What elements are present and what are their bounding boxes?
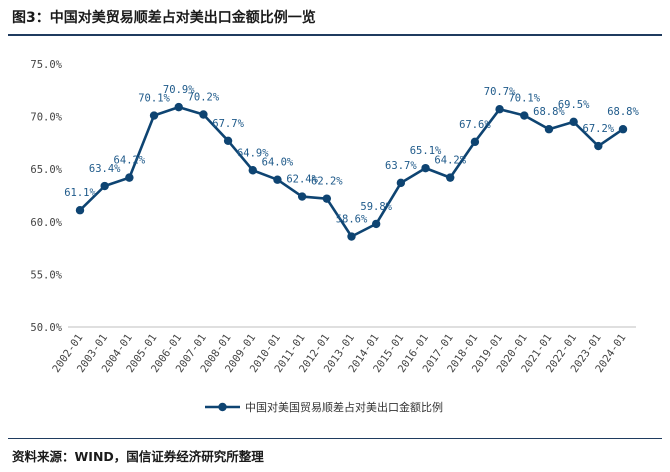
- data-label: 70.1%: [138, 93, 170, 105]
- data-label: 70.7%: [484, 86, 516, 98]
- data-point: [75, 206, 85, 215]
- y-axis: 50.0% 55.0% 60.0% 65.0% 70.0% 75.0%: [30, 59, 62, 334]
- data-point: [223, 136, 233, 145]
- data-point: [273, 175, 282, 184]
- y-tick-label: 55.0%: [30, 269, 62, 281]
- data-label: 70.9%: [163, 84, 195, 96]
- top-rule: [8, 34, 662, 36]
- data-point: [100, 181, 109, 191]
- y-tick-label: 50.0%: [30, 322, 62, 334]
- data-point: [470, 137, 480, 147]
- data-label: 59.8%: [360, 201, 392, 213]
- data-point: [396, 178, 406, 188]
- y-tick-label: 75.0%: [30, 59, 62, 71]
- data-label: 67.6%: [459, 119, 491, 131]
- data-point: [371, 219, 381, 229]
- source-note: 资料来源：WIND，国信证券经济研究所整理: [12, 449, 264, 464]
- data-point: [446, 173, 455, 182]
- data-label: 62.4%: [286, 174, 318, 186]
- data-label: 68.8%: [533, 106, 565, 118]
- data-point: [618, 125, 628, 134]
- data-label: 61.1%: [64, 187, 96, 199]
- plot-area: 61.1%63.4%64.2%70.1%70.9%70.2%67.7%64.9%…: [64, 84, 639, 241]
- y-tick-label: 60.0%: [30, 217, 62, 229]
- data-label: 62.2%: [311, 176, 343, 188]
- legend-marker: [218, 402, 227, 412]
- data-point: [149, 111, 159, 120]
- data-point: [520, 111, 529, 120]
- data-label: 70.2%: [188, 91, 220, 103]
- data-label: 70.1%: [508, 93, 540, 105]
- data-label: 63.4%: [89, 163, 121, 175]
- data-label: 64.2%: [114, 155, 146, 167]
- data-point: [594, 141, 603, 151]
- data-point: [544, 125, 554, 134]
- data-point: [297, 192, 307, 201]
- data-point: [199, 110, 208, 119]
- y-tick-label: 65.0%: [30, 164, 62, 176]
- data-label: 65.1%: [410, 145, 442, 157]
- data-point: [174, 102, 183, 112]
- data-label: 63.7%: [385, 160, 417, 172]
- data-point: [569, 117, 578, 127]
- data-point: [347, 232, 356, 241]
- bottom-rule: [8, 438, 662, 439]
- data-label: 69.5%: [558, 99, 590, 111]
- data-label: 64.2%: [434, 155, 466, 167]
- data-point: [322, 194, 332, 203]
- data-label: 64.9%: [237, 147, 269, 159]
- legend-label: 中国对美国贸易顺差占对美出口金额比例: [245, 400, 443, 414]
- data-label: 64.0%: [262, 157, 294, 169]
- chart-title: 图3：中国对美贸易顺差占对美出口金额比例一览: [12, 10, 316, 26]
- data-point: [495, 105, 504, 114]
- data-point: [421, 163, 430, 173]
- data-point: [248, 166, 257, 175]
- data-label: 67.7%: [212, 118, 244, 130]
- data-label: 58.6%: [336, 214, 368, 226]
- y-tick-label: 70.0%: [30, 112, 62, 124]
- data-label: 67.2%: [583, 123, 615, 135]
- x-axis: 2002-012003-012004-012005-012006-012007-…: [50, 326, 636, 375]
- legend: 中国对美国贸易顺差占对美出口金额比例: [205, 400, 443, 414]
- data-point: [125, 173, 134, 182]
- data-label: 68.8%: [607, 106, 639, 118]
